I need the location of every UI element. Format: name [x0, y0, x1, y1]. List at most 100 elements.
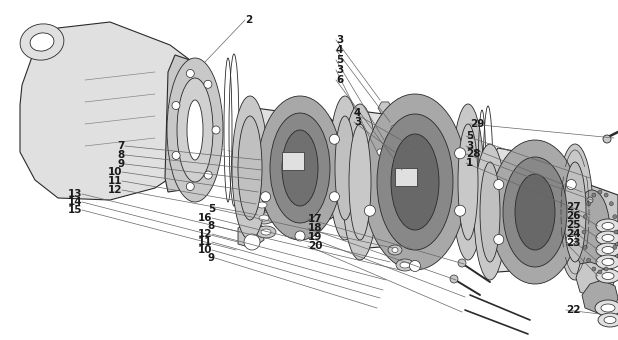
Text: 4: 4 — [354, 108, 362, 118]
Ellipse shape — [452, 104, 484, 260]
Ellipse shape — [402, 168, 408, 172]
Text: 14: 14 — [67, 197, 82, 207]
Ellipse shape — [410, 260, 420, 272]
Ellipse shape — [377, 149, 383, 155]
Polygon shape — [576, 262, 614, 298]
Ellipse shape — [455, 148, 465, 159]
Text: 19: 19 — [308, 232, 323, 242]
Bar — [282, 152, 304, 170]
Ellipse shape — [204, 80, 212, 88]
Ellipse shape — [458, 124, 478, 240]
Ellipse shape — [601, 304, 615, 312]
Text: 26: 26 — [566, 211, 580, 221]
Ellipse shape — [257, 202, 267, 208]
Ellipse shape — [566, 235, 576, 244]
Ellipse shape — [172, 101, 180, 109]
Text: 7: 7 — [117, 141, 125, 151]
Text: 2: 2 — [245, 15, 252, 25]
Text: 9: 9 — [118, 159, 125, 169]
Ellipse shape — [258, 96, 342, 240]
Ellipse shape — [598, 313, 618, 327]
Text: 20: 20 — [308, 241, 323, 251]
Ellipse shape — [187, 100, 203, 160]
Bar — [395, 168, 417, 186]
Ellipse shape — [596, 269, 618, 283]
Ellipse shape — [609, 258, 613, 262]
Ellipse shape — [374, 146, 386, 158]
Ellipse shape — [349, 124, 371, 240]
Ellipse shape — [602, 246, 614, 254]
Ellipse shape — [586, 202, 591, 206]
Ellipse shape — [586, 258, 591, 262]
Ellipse shape — [596, 219, 618, 233]
Ellipse shape — [503, 157, 567, 267]
Text: 1: 1 — [466, 158, 473, 168]
Text: 6: 6 — [336, 75, 343, 85]
Ellipse shape — [232, 96, 268, 240]
Ellipse shape — [388, 245, 402, 255]
Text: 3: 3 — [466, 141, 473, 151]
Ellipse shape — [596, 243, 618, 257]
Text: 18: 18 — [308, 223, 323, 233]
Ellipse shape — [583, 215, 587, 219]
Ellipse shape — [480, 162, 500, 262]
Ellipse shape — [254, 212, 274, 224]
Text: 8: 8 — [118, 150, 125, 160]
Text: 3: 3 — [336, 35, 343, 45]
Ellipse shape — [592, 193, 596, 197]
Ellipse shape — [474, 144, 506, 280]
Text: 25: 25 — [566, 220, 580, 230]
Ellipse shape — [282, 130, 318, 206]
Ellipse shape — [387, 122, 403, 134]
Text: 5: 5 — [336, 55, 343, 65]
Ellipse shape — [602, 272, 614, 279]
Text: 17: 17 — [308, 214, 323, 224]
Ellipse shape — [598, 270, 602, 274]
Ellipse shape — [204, 171, 212, 179]
Ellipse shape — [494, 180, 504, 189]
Text: 29: 29 — [470, 119, 485, 129]
Ellipse shape — [172, 151, 180, 159]
Ellipse shape — [596, 231, 618, 245]
Ellipse shape — [604, 267, 608, 271]
Ellipse shape — [212, 126, 220, 134]
Polygon shape — [478, 148, 582, 272]
Ellipse shape — [603, 135, 611, 143]
Ellipse shape — [400, 262, 410, 268]
Polygon shape — [568, 185, 618, 285]
Ellipse shape — [566, 180, 576, 189]
Text: 28: 28 — [466, 149, 481, 159]
Ellipse shape — [238, 116, 262, 220]
Ellipse shape — [261, 192, 271, 202]
Ellipse shape — [557, 144, 593, 280]
Text: 3: 3 — [354, 117, 362, 127]
Ellipse shape — [261, 229, 271, 235]
Ellipse shape — [598, 190, 602, 194]
Ellipse shape — [295, 231, 305, 241]
Ellipse shape — [270, 113, 330, 223]
Text: 5: 5 — [208, 204, 215, 214]
Text: 4: 4 — [336, 45, 344, 55]
Ellipse shape — [329, 134, 339, 144]
Text: 9: 9 — [208, 253, 215, 263]
Text: 22: 22 — [566, 305, 580, 315]
Ellipse shape — [596, 255, 618, 269]
Text: 15: 15 — [67, 205, 82, 215]
Polygon shape — [378, 102, 392, 114]
Text: 12: 12 — [108, 185, 122, 195]
Polygon shape — [165, 55, 218, 192]
Ellipse shape — [595, 300, 618, 316]
Ellipse shape — [363, 94, 467, 270]
Text: 12: 12 — [198, 229, 212, 239]
Ellipse shape — [256, 226, 276, 238]
Ellipse shape — [167, 58, 223, 202]
Text: 8: 8 — [208, 221, 215, 231]
Ellipse shape — [602, 222, 614, 230]
Ellipse shape — [592, 267, 596, 271]
Ellipse shape — [329, 96, 361, 240]
Ellipse shape — [604, 193, 608, 197]
Text: 10: 10 — [198, 245, 212, 255]
Ellipse shape — [396, 259, 414, 271]
Text: 5: 5 — [466, 131, 473, 141]
Ellipse shape — [574, 190, 610, 274]
